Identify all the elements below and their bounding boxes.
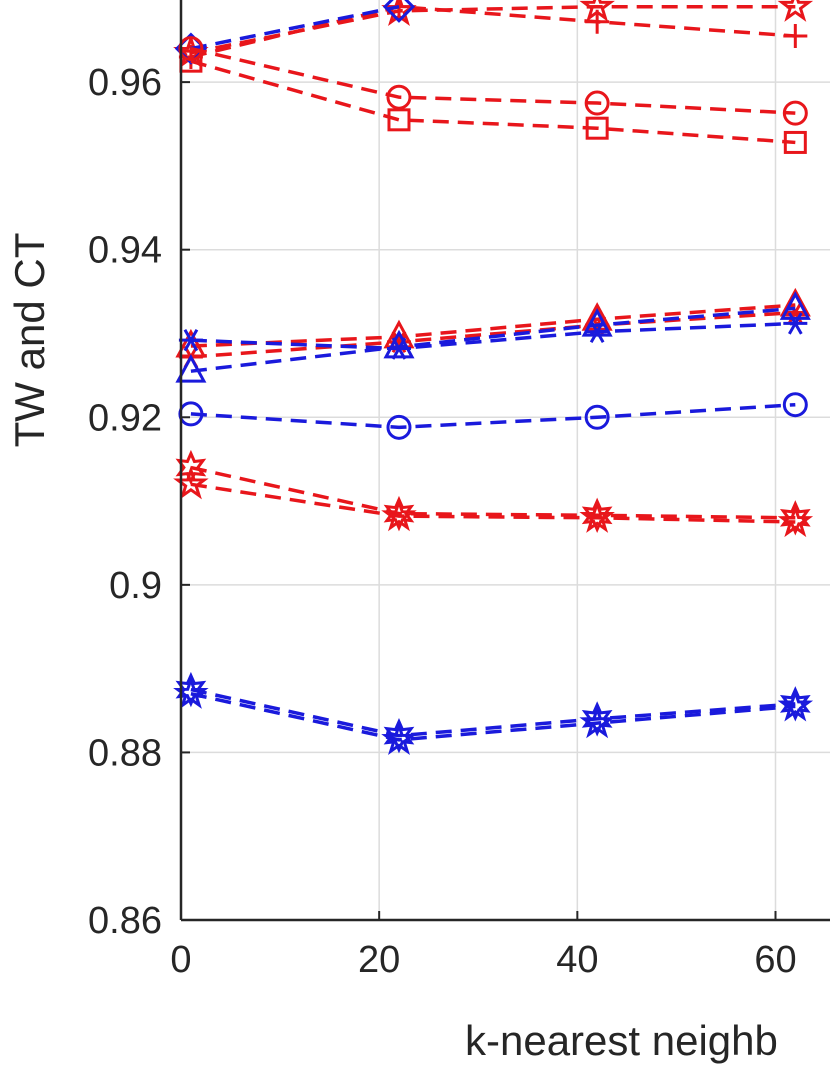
series-layer [173,0,814,755]
data-point [175,354,207,383]
series-line [190,687,796,738]
series-line [190,310,796,359]
x-tick-label: 40 [556,939,598,981]
x-axis-label: k-nearest neighb [465,1017,778,1064]
data-point [579,499,615,533]
series-line [190,4,796,59]
data-point [782,100,808,126]
data-point [779,500,811,536]
data-point [386,84,412,110]
y-axis-label: TW and CT [6,233,53,448]
data-point [777,0,814,22]
data-point [779,291,811,320]
data-point [581,497,613,534]
series-line [190,402,796,430]
data-point [383,717,415,754]
series-line [190,59,796,145]
series-line [190,306,796,373]
data-point [381,721,417,755]
x-tick-label: 0 [170,939,191,981]
data-point [584,90,610,116]
data-point [382,0,416,23]
data-point [585,9,610,34]
grid-lines [181,0,830,920]
data-point [777,503,814,538]
data-point [585,116,609,140]
data-point [783,24,808,49]
tick-labels: 0 20 40 60 0.86 0.88 0.9 0.92 0.94 0.96 [88,62,797,981]
series-line [190,465,796,520]
data-point [779,686,811,722]
x-tick-label: 60 [754,939,796,981]
series-line [190,4,400,51]
data-point [175,671,207,708]
series-line [190,321,796,351]
data-point [178,329,203,352]
series-line [190,46,796,115]
data-point [584,404,610,430]
data-point [581,307,613,337]
data-point [381,497,417,532]
data-point [579,704,615,739]
data-point [175,449,207,486]
series-line [190,303,796,348]
x-tick-label: 20 [358,939,400,981]
series-line [190,692,796,742]
y-tick-label: 0.86 [88,900,162,942]
data-point [783,130,807,154]
data-point [783,312,808,335]
y-tick-label: 0.9 [109,565,162,607]
data-point [581,701,613,737]
series-line [190,482,796,524]
data-point [386,414,412,440]
data-point [777,687,814,722]
data-point [383,329,415,359]
axes [179,0,830,922]
y-tick-label: 0.94 [88,230,162,272]
y-tick-label: 0.92 [88,397,162,439]
y-tick-label: 0.88 [88,732,162,774]
data-point [782,392,808,418]
data-point [387,108,411,132]
data-point [383,495,415,532]
y-tick-label: 0.96 [88,62,162,104]
